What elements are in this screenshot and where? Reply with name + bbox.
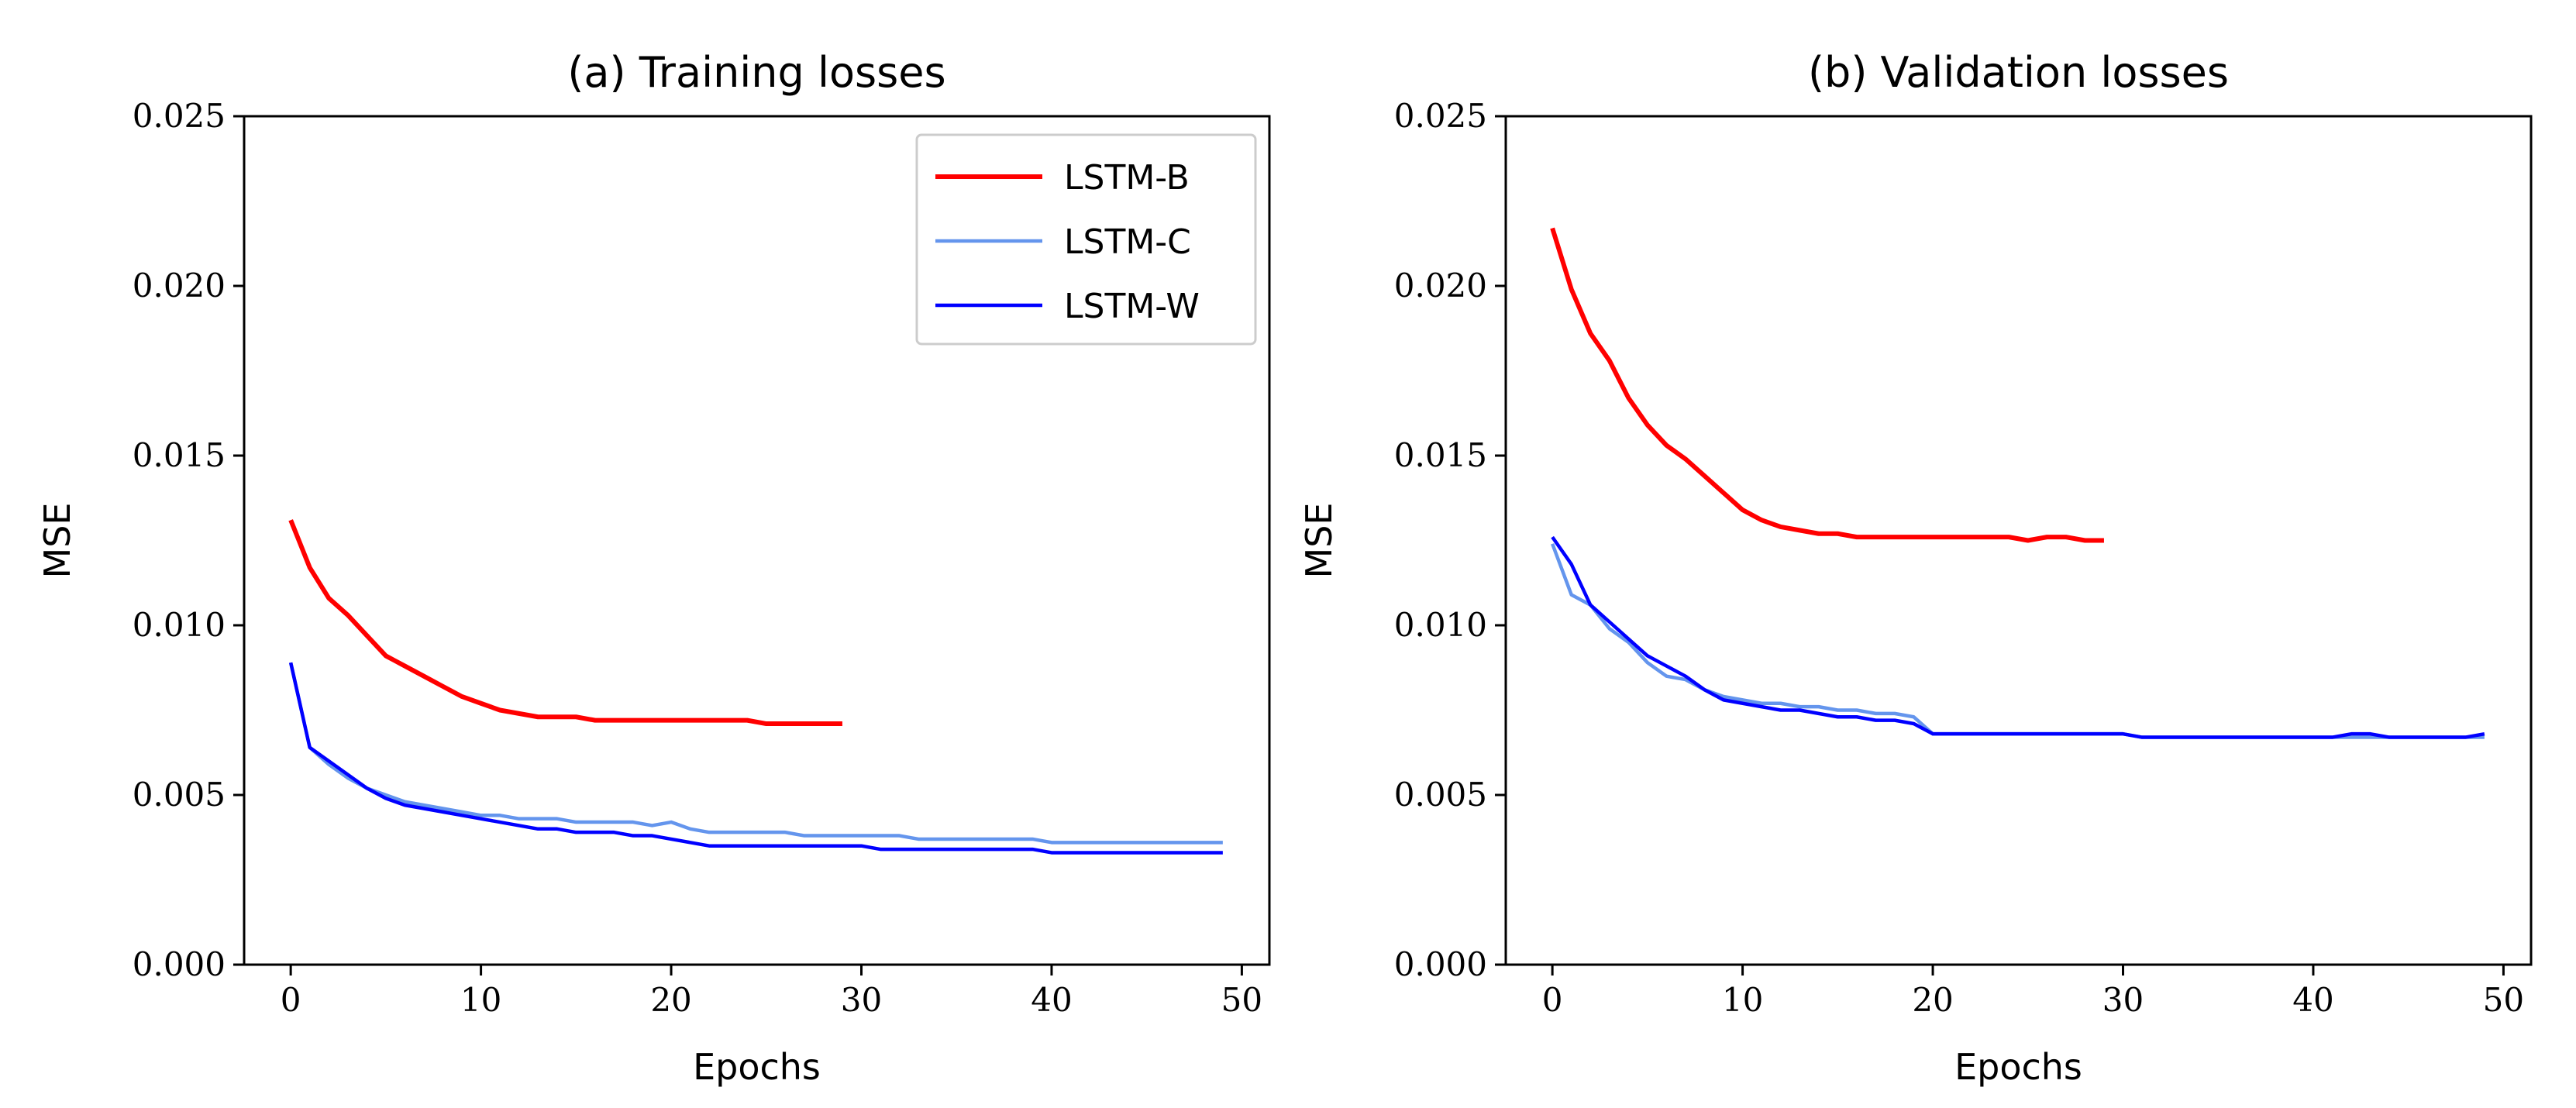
legend-label-lstm-w: LSTM-W (1064, 287, 1200, 326)
x-tick-label-b-20: 20 (1912, 981, 1953, 1019)
y-tick-label-a-0: 0.000 (133, 945, 226, 983)
y-tick-label-b-2: 0.010 (1394, 606, 1487, 644)
panel-training-losses: (a) Training losses 0 10 20 30 40 50 0.000 0.005… (36, 48, 1271, 1088)
y-tick-label-a-4: 0.020 (133, 267, 226, 305)
panel-validation-losses: (b) Validation losses 0 10 20 30 40 50 0.000 0.0… (1298, 48, 2533, 1088)
x-axis-label-a: Epochs (693, 1046, 821, 1088)
legend-label-lstm-b: LSTM-B (1064, 158, 1190, 198)
y-tick-label-b-5: 0.025 (1394, 97, 1487, 135)
x-tick-label-b-40: 40 (2292, 981, 2333, 1019)
x-tick-label-b-10: 10 (1722, 981, 1763, 1019)
x-tick-label-b-30: 30 (2102, 981, 2144, 1019)
axes-frame-b (1504, 115, 2533, 966)
x-tick-label-b-50: 50 (2483, 981, 2524, 1019)
y-tick-label-a-1: 0.005 (133, 776, 226, 814)
y-tick-label-b-3: 0.015 (1394, 436, 1487, 474)
series-line-a-lstm-w (288, 662, 1223, 855)
y-tick-label-b-1: 0.005 (1394, 776, 1487, 814)
y-tick-label-b-4: 0.020 (1394, 267, 1487, 305)
y-tick-label-a-5: 0.025 (133, 97, 226, 135)
series-line-a-lstm-c (288, 662, 1223, 845)
y-tick-label-b-0: 0.000 (1394, 945, 1487, 983)
x-tick-label-a-50: 50 (1221, 981, 1262, 1019)
x-tick-label-a-40: 40 (1031, 981, 1072, 1019)
x-tick-label-a-10: 10 (460, 981, 501, 1019)
y-axis-label-a: MSE (36, 503, 78, 579)
x-tick-label-b-0: 0 (1542, 981, 1563, 1019)
series-line-a-lstm-b (288, 519, 842, 727)
chart-title-b: (b) Validation losses (1808, 48, 2229, 97)
x-tick-label-a-20: 20 (650, 981, 691, 1019)
legend-label-lstm-c: LSTM-C (1064, 222, 1191, 262)
y-axis-label-b: MSE (1298, 503, 1340, 579)
series-line-b-lstm-w (1551, 535, 2485, 739)
x-tick-label-a-30: 30 (841, 981, 882, 1019)
x-tick-label-a-0: 0 (281, 981, 301, 1019)
x-axis-label-b: Epochs (1954, 1046, 2082, 1088)
legend-box (915, 133, 1257, 346)
axes-frame-a (243, 115, 1271, 966)
legend: LSTM-B LSTM-C LSTM-W (915, 133, 1257, 346)
series-line-b-lstm-b (1550, 227, 2104, 543)
chart-title-a: (a) Training losses (567, 48, 945, 97)
y-tick-label-a-2: 0.010 (133, 606, 226, 644)
y-tick-label-a-3: 0.015 (133, 436, 226, 474)
